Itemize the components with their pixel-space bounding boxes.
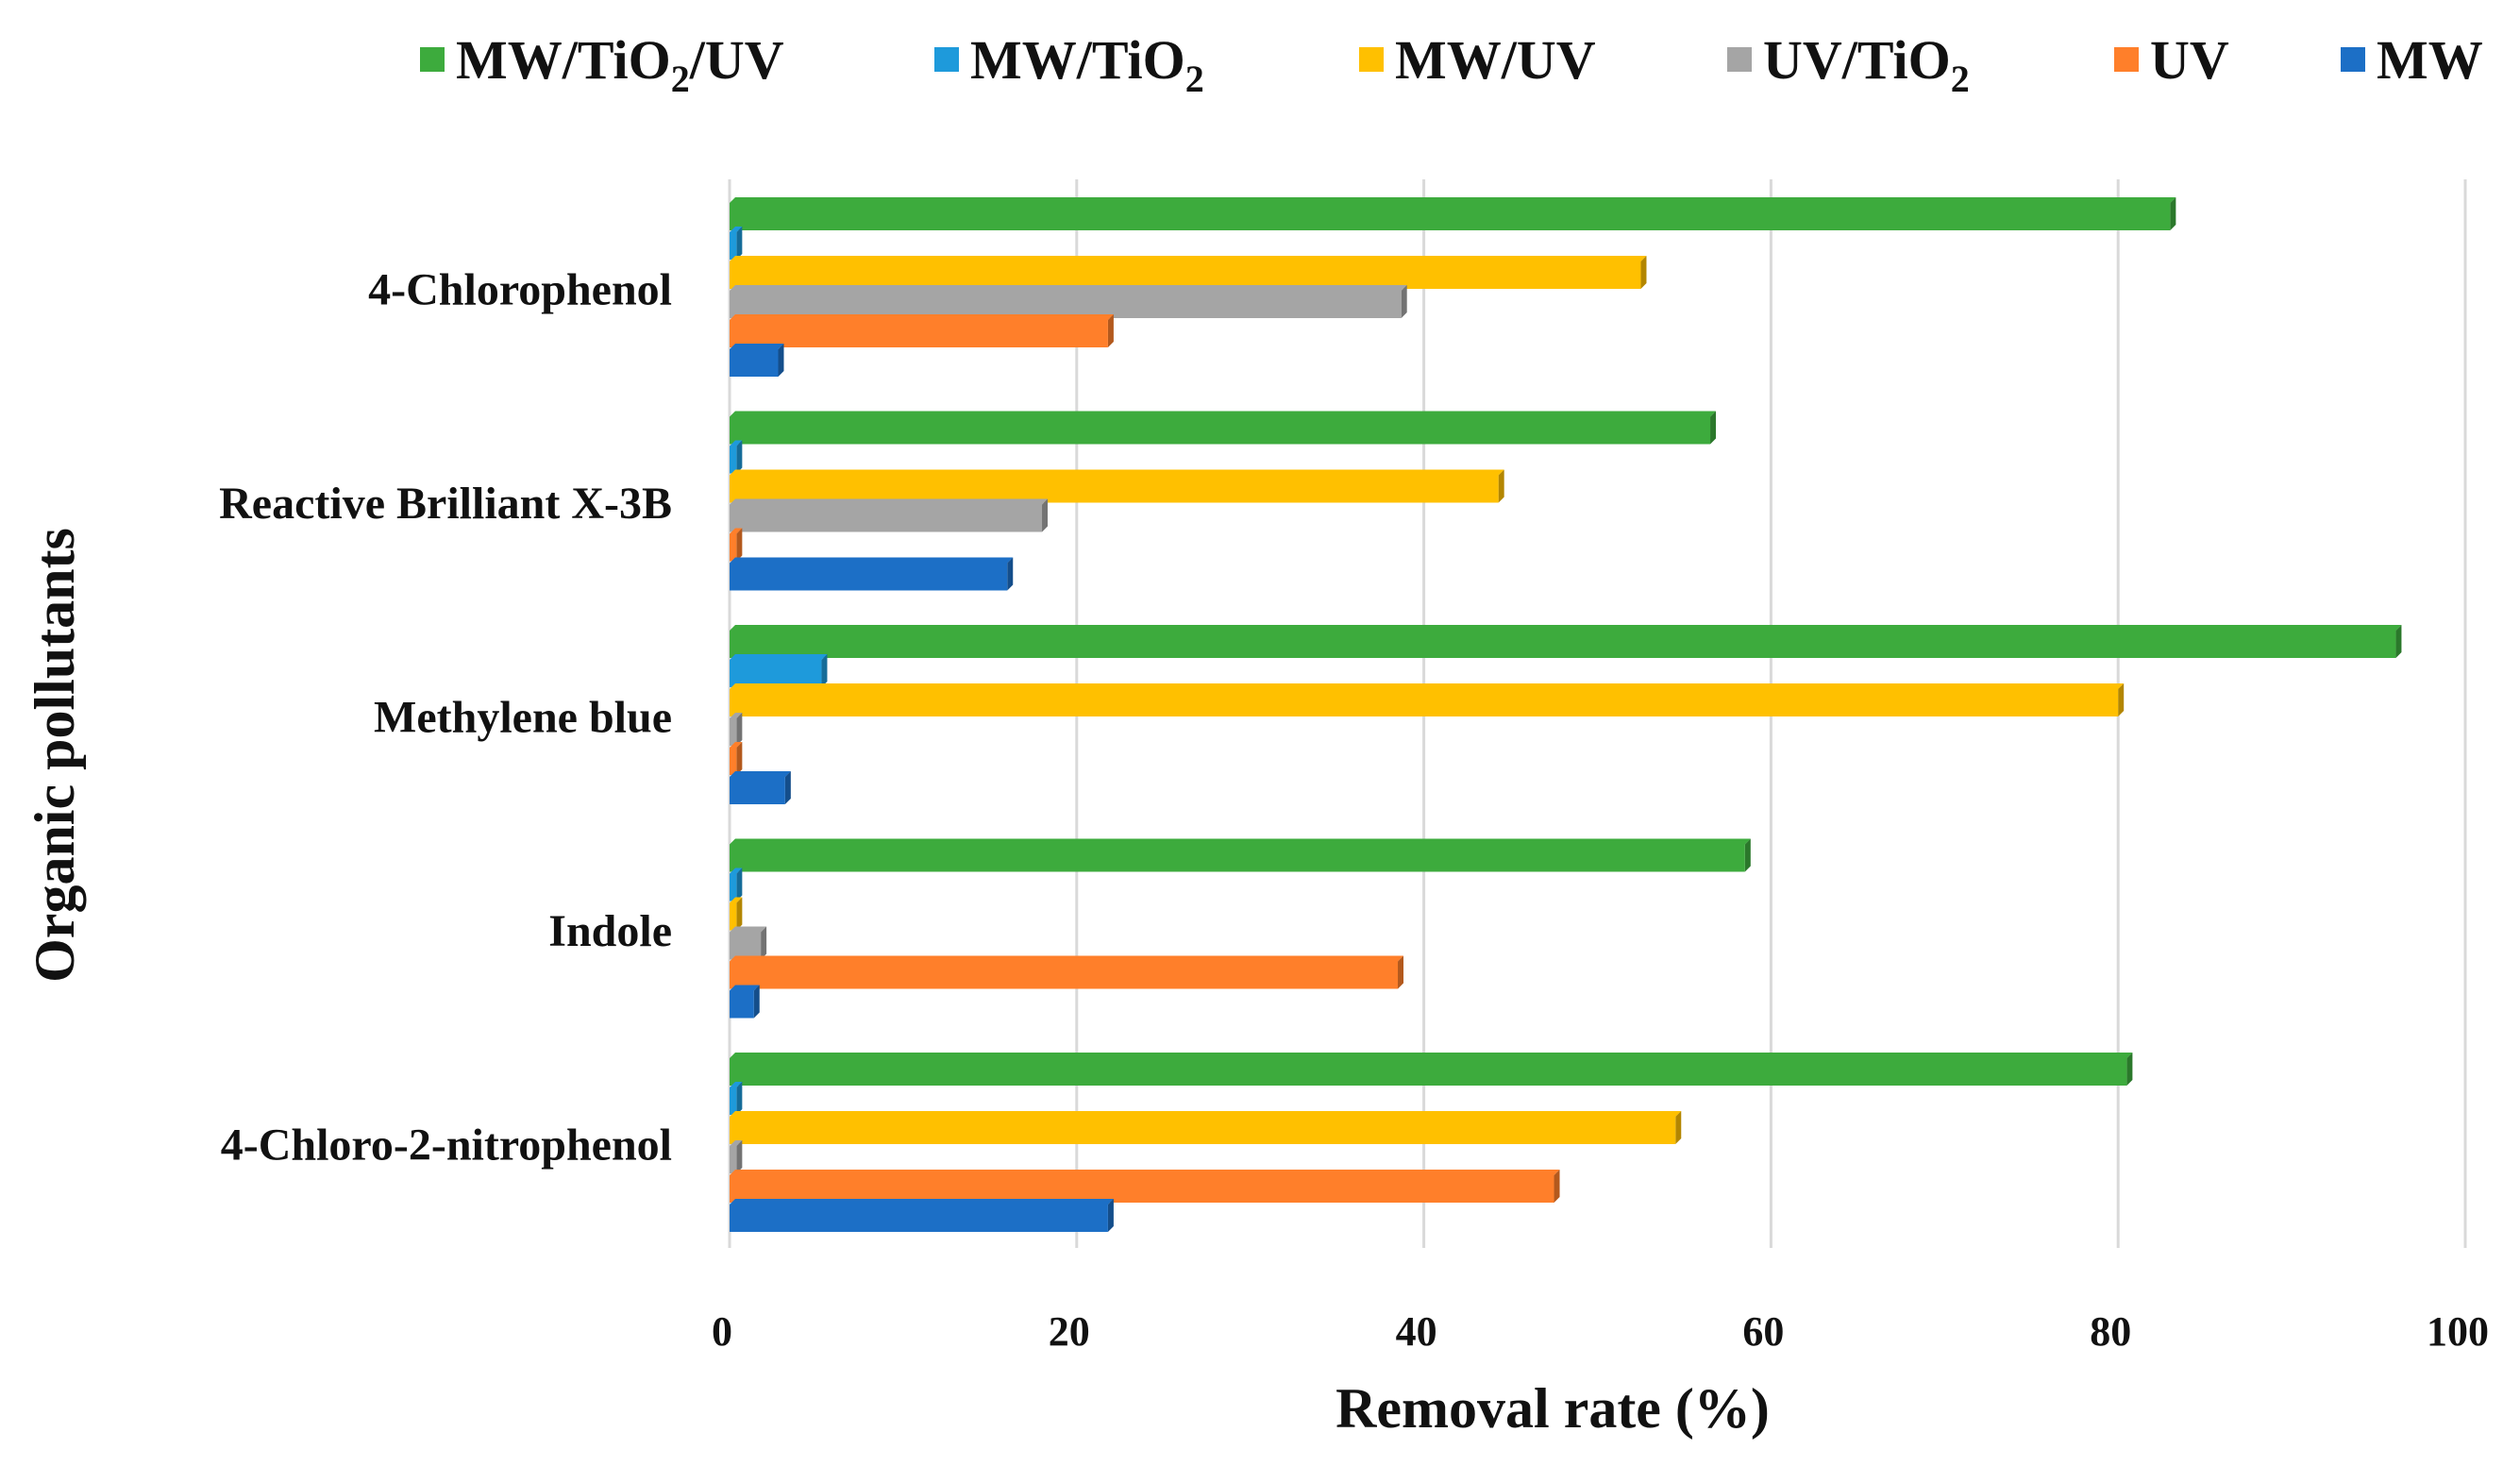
category-label: Reactive Brilliant X-3B [219, 479, 672, 529]
bar [730, 227, 742, 260]
bar [730, 256, 1646, 289]
legend-entry: MW/TiO2/UV [420, 29, 784, 100]
bar [730, 956, 1403, 989]
legend-entry: UV/TiO2 [1727, 29, 1970, 100]
bar [730, 839, 1751, 872]
legend-swatch [934, 47, 959, 72]
bar [730, 412, 1716, 445]
bar [730, 470, 1504, 503]
legend-swatch [420, 47, 445, 72]
bars [730, 197, 2401, 1232]
x-tick-label: 60 [1742, 1308, 1784, 1355]
bar [730, 1140, 742, 1173]
bar [730, 986, 760, 1019]
legend-label: MW/UV [1395, 29, 1596, 91]
bar [730, 771, 791, 804]
y-axis-title: Organic pollutants [24, 528, 86, 983]
legend-entry: MW/TiO2 [934, 29, 1204, 100]
bar [730, 1199, 1114, 1232]
legend-swatch [2341, 47, 2365, 72]
x-tick-label: 40 [1396, 1308, 1437, 1355]
category-label: Methylene blue [374, 693, 672, 743]
legend-label: UV/TiO2 [1763, 29, 1970, 100]
category-label: 4-Chloro-2-nitrophenol [221, 1121, 672, 1171]
x-tick-label: 80 [2090, 1308, 2131, 1355]
bar [730, 344, 783, 377]
legend-label: MW/TiO2 [970, 29, 1204, 100]
bar [730, 1053, 2132, 1086]
bar [730, 1170, 1560, 1203]
legend: MW/TiO2/UV MW/TiO2 MW/UV UV/TiO2 UV MW [420, 29, 2483, 100]
bar-chart: MW/TiO2/UV MW/TiO2 MW/UV UV/TiO2 UV MW 4-Chlo… [0, 0, 2520, 1466]
x-tick-labels: 0 20 40 60 80 100 [712, 1308, 2489, 1355]
legend-swatch [1727, 47, 1752, 72]
category-label: Indole [548, 906, 672, 956]
legend-entry: MW [2341, 29, 2483, 91]
bar [730, 1082, 742, 1115]
legend-entry: UV [2114, 29, 2229, 91]
x-tick-label: 100 [2427, 1308, 2489, 1355]
x-tick-label: 20 [1049, 1308, 1090, 1355]
bar [730, 625, 2401, 658]
legend-label: MW [2377, 29, 2483, 91]
bar [730, 285, 1407, 318]
legend-swatch [2114, 47, 2139, 72]
bar [730, 927, 766, 960]
bar [730, 868, 742, 902]
bar [730, 441, 742, 474]
legend-swatch [1359, 47, 1384, 72]
bar [730, 1111, 1681, 1144]
bar [730, 499, 1048, 532]
category-label: 4-Chlorophenol [368, 265, 672, 315]
category-labels: 4-Chlorophenol Reactive Brilliant X-3B Met… [219, 265, 672, 1171]
x-axis-title: Removal rate (%) [1336, 1377, 1770, 1440]
bar [730, 713, 742, 746]
x-tick-label: 0 [712, 1308, 732, 1355]
legend-entry: MW/UV [1359, 29, 1596, 91]
bar [730, 558, 1013, 591]
bar [730, 314, 1114, 347]
legend-label: MW/TiO2/UV [456, 29, 784, 100]
bar [730, 654, 827, 687]
bar [730, 529, 742, 562]
bar [730, 898, 742, 931]
bar [730, 742, 742, 775]
bar [730, 197, 2176, 230]
bar [730, 683, 2124, 716]
legend-label: UV [2150, 29, 2229, 91]
